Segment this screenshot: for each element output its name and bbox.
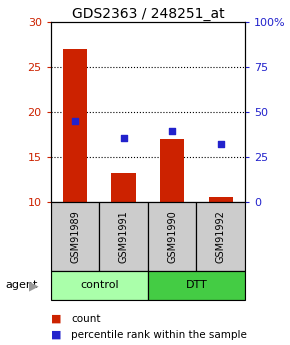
Text: DTT: DTT (186, 280, 207, 290)
Text: ▶: ▶ (28, 279, 38, 292)
Text: control: control (80, 280, 119, 290)
Text: GSM91990: GSM91990 (167, 210, 177, 263)
Bar (99, 202, 148, 271)
Bar (148, 202, 196, 271)
Text: percentile rank within the sample: percentile rank within the sample (71, 330, 247, 339)
Bar (63, 49, 87, 202)
Title: GDS2363 / 248251_at: GDS2363 / 248251_at (72, 7, 224, 21)
Point (170, 128, 175, 134)
Point (121, 135, 126, 141)
Bar (51, 271, 148, 300)
Text: GSM91992: GSM91992 (216, 210, 226, 263)
Point (73, 118, 77, 124)
Text: ■: ■ (51, 314, 61, 324)
Bar (209, 197, 233, 202)
Bar (51, 202, 99, 271)
Text: ■: ■ (51, 330, 61, 339)
Text: agent: agent (6, 280, 38, 290)
Point (218, 142, 223, 147)
Bar (196, 202, 245, 271)
Text: GSM91989: GSM91989 (70, 210, 80, 263)
Text: GSM91991: GSM91991 (119, 210, 128, 263)
Bar (148, 271, 245, 300)
Text: count: count (71, 314, 101, 324)
Bar (160, 139, 184, 202)
Bar (111, 173, 136, 202)
